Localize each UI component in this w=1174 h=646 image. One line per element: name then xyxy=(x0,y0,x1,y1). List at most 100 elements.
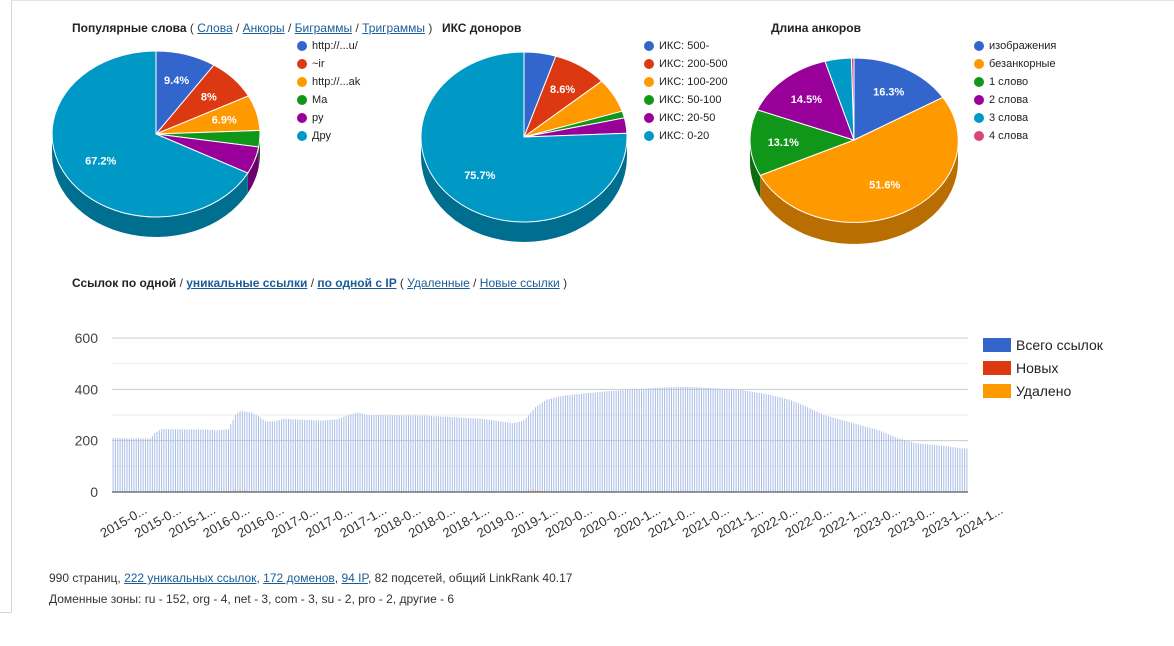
legend-dot xyxy=(644,131,654,141)
pie-slice-label: 9.4% xyxy=(164,75,189,87)
pie-slice-label: 13.1% xyxy=(768,137,799,149)
legend-label: Новых xyxy=(1016,360,1059,376)
words-legend-item[interactable]: ~ir xyxy=(297,58,403,76)
bar-section-title: Ссылок по одной / уникальные ссылки / по… xyxy=(72,276,568,290)
legend-dot xyxy=(297,41,307,51)
pie-slice[interactable] xyxy=(850,57,855,141)
footer-zones: Доменные зоны: ru - 152, org - 4, net - … xyxy=(49,592,455,606)
legend-dot xyxy=(297,59,307,69)
legend-label: ИКС: 500- xyxy=(659,40,710,52)
pie-side-wall xyxy=(750,140,761,198)
legend-dot xyxy=(297,113,307,123)
legend-dot xyxy=(297,95,307,105)
legend-label: http://...ak xyxy=(312,76,361,88)
link-ips[interactable]: 94 IP xyxy=(341,571,368,585)
legend-label: ИКС: 0-20 xyxy=(659,130,710,142)
legend-dot xyxy=(644,41,654,51)
legend-dot xyxy=(297,77,307,87)
y-tick-label: 0 xyxy=(90,484,98,500)
anchor-pie-title: Длина анкоров xyxy=(771,21,861,35)
top-border xyxy=(11,0,1174,1)
link-new-links[interactable]: Новые ссылки xyxy=(479,276,560,290)
words-pie-title-bar: Популярные слова ( Слова / Анкоры / Бигр… xyxy=(72,21,433,35)
legend-label: Ма xyxy=(312,94,328,106)
footer-stats: 990 страниц, 222 уникальных ссылок, 172 … xyxy=(49,571,573,585)
legend-label: Удалено xyxy=(1016,383,1072,399)
legend-label: Дру xyxy=(312,130,331,142)
link-unique-count[interactable]: 222 уникальных ссылок xyxy=(124,571,257,585)
legend-label: http://...u/ xyxy=(312,40,358,52)
legend-dot xyxy=(297,131,307,141)
legend-label: ру xyxy=(312,112,324,124)
pie-side-wall xyxy=(421,137,627,242)
legend-swatch xyxy=(983,338,1011,352)
legend-swatch xyxy=(983,361,1011,375)
legend-label: ~ir xyxy=(312,58,325,70)
pie-slice[interactable] xyxy=(420,51,628,223)
legend-label: безанкорные xyxy=(989,58,1056,70)
link-words[interactable]: Слова xyxy=(197,21,233,35)
y-tick-label: 600 xyxy=(75,330,99,346)
link-anchors[interactable]: Анкоры xyxy=(242,21,285,35)
legend-label: ИКС: 100-200 xyxy=(659,76,728,88)
pie-slice[interactable] xyxy=(51,50,249,218)
words-legend-item[interactable]: ру xyxy=(297,112,403,130)
words-pie-title: Популярные слова xyxy=(72,21,187,35)
link-deleted[interactable]: Удаленные xyxy=(407,276,470,290)
legend-dot xyxy=(644,77,654,87)
legend-label: 4 слова xyxy=(989,130,1029,142)
legend-dot xyxy=(644,113,654,123)
pie-side-wall xyxy=(52,134,248,237)
pie-slice[interactable] xyxy=(853,57,944,141)
legend-dot xyxy=(644,95,654,105)
legend-label: ИКС: 200-500 xyxy=(659,58,728,70)
legend-swatch xyxy=(983,384,1011,398)
links-bar-chart: 02004006002015-0...2015-0...2015-1...201… xyxy=(75,330,1006,541)
left-border xyxy=(11,0,12,612)
pie-slice[interactable] xyxy=(749,109,856,177)
bottom-border xyxy=(0,612,12,613)
legend-label: 3 слова xyxy=(989,112,1029,124)
legend-label: Всего ссылок xyxy=(1016,337,1103,353)
legend-dot xyxy=(974,41,984,51)
link-unique-links[interactable]: уникальные ссылки xyxy=(186,276,308,290)
footer-subnets: , 82 подсетей, общий LinkRank 40.17 xyxy=(367,571,573,585)
link-bigrams[interactable]: Биграммы xyxy=(294,21,353,35)
pie-side-wall xyxy=(760,140,958,244)
pie-slice-label: 51.6% xyxy=(869,180,900,192)
legend-dot xyxy=(974,59,984,69)
pie-slice-label: 67.2% xyxy=(85,156,116,168)
pie-slice-label: 8% xyxy=(201,91,217,103)
legend-label: 2 слова xyxy=(989,94,1029,106)
legend-dot xyxy=(974,95,984,105)
footer-pages: 990 страниц, xyxy=(49,571,125,585)
words-legend-item[interactable]: Дру xyxy=(297,130,403,148)
iks-pie-title: ИКС доноров xyxy=(442,21,522,35)
pie-slice-label: 6.9% xyxy=(212,114,237,126)
legend-dot xyxy=(974,131,984,141)
y-tick-label: 400 xyxy=(75,381,99,397)
pie-slice-label: 14.5% xyxy=(791,94,822,106)
pie-slice-label: 16.3% xyxy=(873,86,904,98)
link-per-ip[interactable]: по одной с IP xyxy=(317,276,397,290)
legend-label: ИКС: 20-50 xyxy=(659,112,716,124)
legend-dot xyxy=(644,59,654,69)
legend-label: 1 слово xyxy=(989,76,1029,88)
link-trigrams[interactable]: Триграммы xyxy=(362,21,425,35)
pie-charts: 9.4% 8% 6.9% 67.2% 8.6% 75.7% 16.3% 51.6% 13.1… xyxy=(51,50,959,244)
legend-dot xyxy=(974,77,984,87)
legend-dot xyxy=(974,113,984,123)
legend-label: ИКС: 50-100 xyxy=(659,94,722,106)
link-domains[interactable]: 172 доменов xyxy=(263,571,335,585)
pie-slice[interactable] xyxy=(756,60,855,141)
pie-slice-label: 8.6% xyxy=(550,84,575,96)
pie-slice[interactable] xyxy=(759,96,959,223)
pie-slice-label: 75.7% xyxy=(464,170,495,182)
words-legend: http://...u/ ~ir http://...ak Ма ру Дру xyxy=(297,40,403,148)
words-legend-item[interactable]: Ма xyxy=(297,94,403,112)
words-legend-item[interactable]: http://...ak xyxy=(297,76,403,94)
y-tick-label: 200 xyxy=(75,433,99,449)
bar-section-prefix: Ссылок по одной xyxy=(72,276,177,290)
pie-side-wall xyxy=(247,147,259,194)
words-legend-item[interactable]: http://...u/ xyxy=(297,40,403,58)
